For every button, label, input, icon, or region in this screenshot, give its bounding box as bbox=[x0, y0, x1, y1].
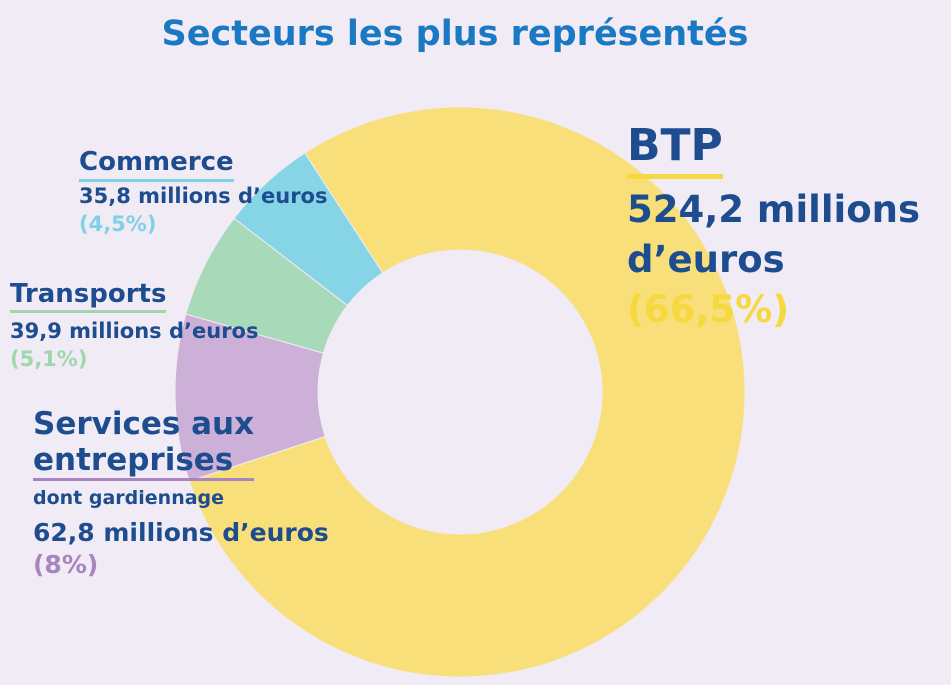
label-transports-value: 39,9 millions d’euros bbox=[10, 319, 259, 343]
chart-title: Secteurs les plus représentés bbox=[161, 14, 749, 54]
label-btp-percent: (66,5%) bbox=[627, 288, 790, 331]
label-btp-value: 524,2 millions d’euros (66,5%) bbox=[627, 188, 920, 331]
slice-btp bbox=[188, 106, 746, 678]
label-btp: BTP 524,2 millions d’euros (66,5%) bbox=[627, 118, 947, 335]
label-commerce-percent: (4,5%) bbox=[79, 212, 157, 236]
label-commerce: Commerce 35,8 millions d’euros (4,5%) bbox=[79, 145, 327, 238]
label-services-percent: (8%) bbox=[33, 550, 99, 579]
slice-commerce bbox=[233, 152, 384, 307]
label-btp-name: BTP bbox=[627, 118, 723, 179]
label-commerce-value: 35,8 millions d’euros bbox=[79, 184, 328, 208]
label-services-subtitle: dont gardiennage bbox=[33, 487, 225, 509]
label-commerce-name: Commerce bbox=[79, 145, 234, 182]
label-transports: Transports 39,9 millions d’euros (5,1%) bbox=[10, 278, 258, 373]
label-transports-percent: (5,1%) bbox=[10, 347, 88, 371]
label-services: Services aux entreprises dont gardiennage… bbox=[33, 406, 329, 581]
label-transports-name: Transports bbox=[10, 278, 167, 313]
label-services-value: 62,8 millions d’euros bbox=[33, 518, 329, 547]
label-services-name: Services aux entreprises bbox=[33, 406, 255, 481]
